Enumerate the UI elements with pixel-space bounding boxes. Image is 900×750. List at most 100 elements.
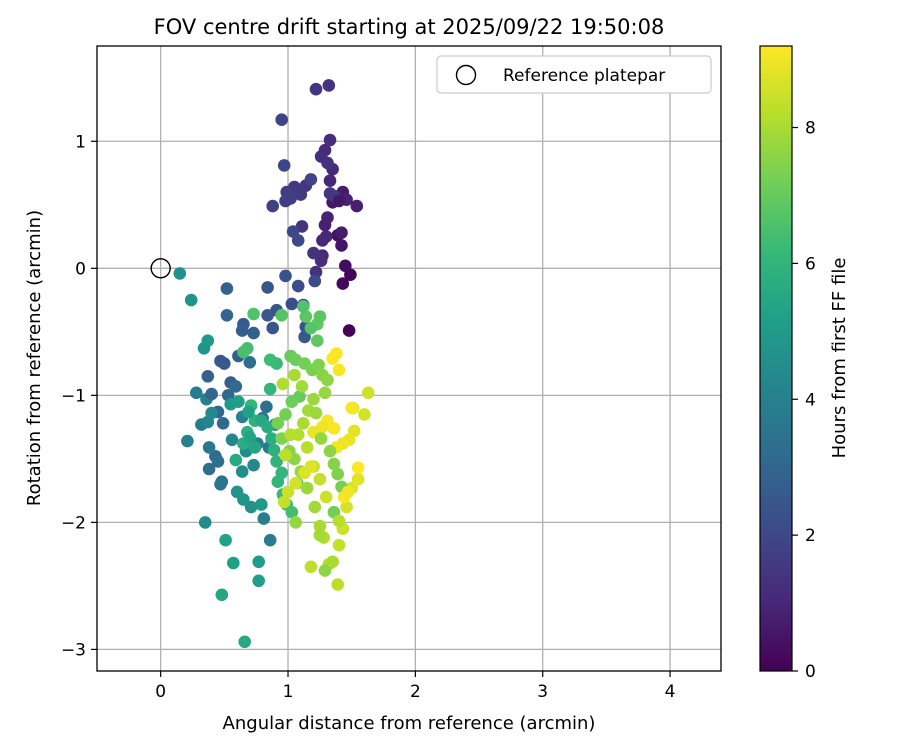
scatter-point xyxy=(237,345,250,359)
scatter-point xyxy=(318,564,332,577)
x-tick-label: 3 xyxy=(537,682,548,702)
scatter-point xyxy=(202,462,216,476)
scatter-point xyxy=(260,400,273,414)
scatter-point xyxy=(313,519,327,533)
scatter-point xyxy=(261,420,274,434)
scatter-point xyxy=(247,326,260,340)
scatter-point xyxy=(271,417,285,430)
colorbar: 0 2 4 6 8 Hours from first FF file xyxy=(759,45,850,682)
scatter-point xyxy=(339,259,352,273)
axes-frame xyxy=(96,45,722,672)
scatter-point xyxy=(332,194,346,208)
scatter-point xyxy=(298,330,311,344)
scatter-point xyxy=(332,363,346,377)
x-axis-label: Angular distance from reference (arcmin) xyxy=(223,713,596,734)
scatter-point xyxy=(321,373,334,387)
scatter-point xyxy=(271,475,285,489)
scatter-point xyxy=(350,199,364,213)
reference-layer xyxy=(150,258,171,279)
scatter-point xyxy=(297,300,310,313)
scatter-point xyxy=(263,353,277,367)
scatter-point xyxy=(318,386,332,400)
scatter-point xyxy=(358,408,371,421)
scatter-point xyxy=(243,356,257,369)
scatter-point xyxy=(219,533,232,547)
scatter-point xyxy=(276,377,290,391)
scatter-point xyxy=(252,574,265,588)
colorbar-tick-label: 2 xyxy=(805,526,816,546)
scatter-point xyxy=(270,455,283,468)
scatter-point xyxy=(299,310,313,323)
scatter-point xyxy=(284,428,297,442)
legend-label: Reference platepar xyxy=(503,66,665,86)
x-tick-label: 0 xyxy=(155,682,166,702)
scatter-point xyxy=(261,281,274,294)
scatter-point xyxy=(336,277,350,290)
scatter-point xyxy=(335,226,348,239)
y-tick-label: −1 xyxy=(61,386,86,406)
x-tick-label: 1 xyxy=(283,682,294,702)
scatter-point xyxy=(308,274,322,288)
scatter-point xyxy=(297,417,310,430)
y-tick-label: 0 xyxy=(75,259,86,279)
scatter-point xyxy=(326,555,339,569)
x-axis-ticks: 0 1 2 3 4 xyxy=(155,671,675,702)
scatter-point xyxy=(275,113,289,126)
scatter-point xyxy=(211,455,225,468)
scatter-point xyxy=(291,279,305,293)
scatter-point xyxy=(279,448,292,462)
scatter-point xyxy=(300,441,314,454)
scatter-point xyxy=(263,382,277,396)
scatter-point xyxy=(190,386,203,400)
legend-box xyxy=(436,55,712,94)
scatter-point xyxy=(227,556,240,570)
scatter-point xyxy=(289,516,303,529)
scatter-point xyxy=(307,246,320,260)
scatter-point xyxy=(252,555,265,569)
colorbar-ticks: 0 2 4 6 8 xyxy=(792,119,816,682)
scatter-point xyxy=(323,133,337,147)
scatter-point xyxy=(229,453,243,467)
scatter-point xyxy=(323,174,337,187)
scatter-point xyxy=(281,485,295,499)
chart-title: FOV centre drift starting at 2025/09/22 … xyxy=(154,15,665,39)
x-tick-label: 4 xyxy=(665,682,676,702)
colorbar-tick-label: 4 xyxy=(805,390,816,410)
scatter-point xyxy=(205,406,218,420)
scatter-point xyxy=(220,309,234,322)
scatter-point xyxy=(331,467,345,481)
y-axis-label: Rotation from reference (arcmin) xyxy=(24,210,45,506)
scatter-point xyxy=(232,395,245,409)
scatter-point xyxy=(327,457,341,471)
scatter-point xyxy=(313,310,327,323)
scatter-point xyxy=(181,434,194,448)
colorbar-tick-label: 0 xyxy=(805,662,816,682)
scatter-point xyxy=(215,588,229,602)
scatter-point xyxy=(307,392,320,406)
scatter-point xyxy=(277,495,291,509)
scatter-point xyxy=(345,401,359,415)
scatter-point xyxy=(201,334,215,348)
scatter-point xyxy=(290,183,304,196)
scatter-point xyxy=(254,498,268,511)
scatter-point xyxy=(330,347,343,360)
x-tick-label: 2 xyxy=(410,682,421,702)
scatter-point xyxy=(220,282,234,295)
scatter-point xyxy=(335,239,348,252)
scatter-point xyxy=(235,324,249,337)
scatter-point xyxy=(311,334,324,348)
scatter-point xyxy=(263,533,277,547)
scatter-point xyxy=(323,444,337,458)
scatter-point xyxy=(267,443,281,457)
scatter-point xyxy=(275,309,289,322)
scatter-point xyxy=(304,173,318,186)
scatter-point xyxy=(202,441,216,454)
scatter-point xyxy=(319,230,333,243)
scatter-point xyxy=(201,370,215,383)
scatter-point xyxy=(279,269,292,283)
scatter-point xyxy=(312,358,325,372)
scatter-point xyxy=(244,500,258,514)
scatter-point xyxy=(321,211,334,224)
scatter-point xyxy=(342,324,356,337)
